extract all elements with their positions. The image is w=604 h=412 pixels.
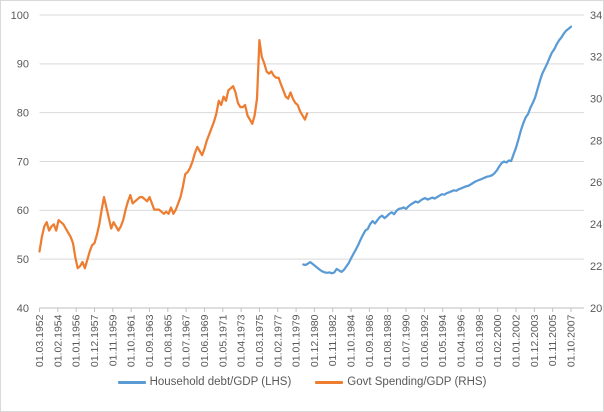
svg-text:01.02.1954: 01.02.1954 [52, 314, 64, 367]
svg-text:90: 90 [17, 59, 29, 71]
svg-text:01.11.1982: 01.11.1982 [327, 314, 339, 366]
legend-item-govt-spending[interactable]: Govt Spending/GDP (RHS) [315, 376, 486, 388]
svg-text:01.06.1992: 01.06.1992 [419, 314, 431, 367]
chart-legend: Household debt/GDP (LHS) Govt Spending/G… [1, 376, 603, 388]
svg-text:01.10.1984: 01.10.1984 [346, 314, 358, 367]
svg-text:01.03.1975: 01.03.1975 [254, 314, 266, 367]
svg-text:01.01.2002: 01.01.2002 [511, 314, 523, 367]
svg-text:26: 26 [590, 177, 602, 189]
legend-label-household-debt: Household debt/GDP (LHS) [149, 376, 292, 388]
svg-text:34: 34 [590, 10, 602, 22]
legend-line-sample-govt-spending-icon [315, 380, 344, 384]
svg-text:70: 70 [17, 156, 29, 168]
svg-text:01.12.1957: 01.12.1957 [89, 314, 101, 367]
svg-text:01.12.1980: 01.12.1980 [309, 314, 321, 367]
svg-text:01.03.1998: 01.03.1998 [474, 314, 486, 367]
legend-label-govt-spending: Govt Spending/GDP (RHS) [347, 376, 487, 388]
svg-text:01.11.1959: 01.11.1959 [107, 314, 119, 366]
svg-text:01.10.1961: 01.10.1961 [126, 314, 138, 367]
svg-text:50: 50 [17, 254, 29, 266]
svg-text:30: 30 [590, 94, 602, 106]
svg-text:01.08.1965: 01.08.1965 [162, 314, 174, 367]
svg-text:01.04.1996: 01.04.1996 [456, 314, 468, 367]
gridlines [39, 14, 584, 260]
svg-text:28: 28 [590, 135, 602, 147]
svg-text:100: 100 [11, 10, 29, 22]
x-axis-labels: 01.03.1952 01.02.1954 01.01.1956 01.12.1957… [34, 314, 578, 367]
svg-text:60: 60 [17, 205, 29, 217]
svg-text:01.10.2007: 01.10.2007 [566, 314, 578, 367]
svg-text:01.08.1988: 01.08.1988 [382, 314, 394, 367]
svg-text:20: 20 [590, 303, 602, 315]
svg-text:01.01.1956: 01.01.1956 [71, 314, 83, 367]
svg-text:24: 24 [590, 219, 602, 231]
svg-text:01.09.1963: 01.09.1963 [144, 314, 156, 367]
svg-text:01.02.2000: 01.02.2000 [492, 314, 504, 367]
svg-text:01.03.1952: 01.03.1952 [34, 314, 46, 367]
svg-text:01.04.1973: 01.04.1973 [236, 314, 248, 367]
svg-text:01.11.2005: 01.11.2005 [547, 314, 559, 366]
svg-text:01.05.1994: 01.05.1994 [437, 314, 449, 367]
svg-text:01.09.1986: 01.09.1986 [364, 314, 376, 367]
legend-line-sample-household-debt-icon [117, 380, 146, 384]
svg-text:01.07.1967: 01.07.1967 [181, 314, 193, 367]
series-line-govt-spending[interactable] [38, 38, 309, 270]
y-axis-right-labels: 34 32 30 28 26 24 22 20 [590, 10, 602, 315]
x-axis [39, 307, 584, 312]
svg-text:01.05.1971: 01.05.1971 [217, 314, 229, 367]
svg-text:01.07.1990: 01.07.1990 [401, 314, 413, 367]
svg-text:01.06.1969: 01.06.1969 [199, 314, 211, 367]
svg-text:40: 40 [17, 303, 29, 315]
svg-text:01.12.2003: 01.12.2003 [529, 314, 541, 367]
svg-text:01.02.1977: 01.02.1977 [272, 314, 284, 367]
legend-item-household-debt[interactable]: Household debt/GDP (LHS) [117, 376, 292, 388]
svg-text:80: 80 [17, 107, 29, 119]
y-axis-left-labels: 100 90 80 70 60 50 40 [11, 10, 29, 315]
svg-text:01.01.1979: 01.01.1979 [291, 314, 303, 367]
series-line-household-debt[interactable] [302, 25, 573, 275]
svg-text:32: 32 [590, 52, 602, 64]
svg-text:22: 22 [590, 261, 602, 273]
